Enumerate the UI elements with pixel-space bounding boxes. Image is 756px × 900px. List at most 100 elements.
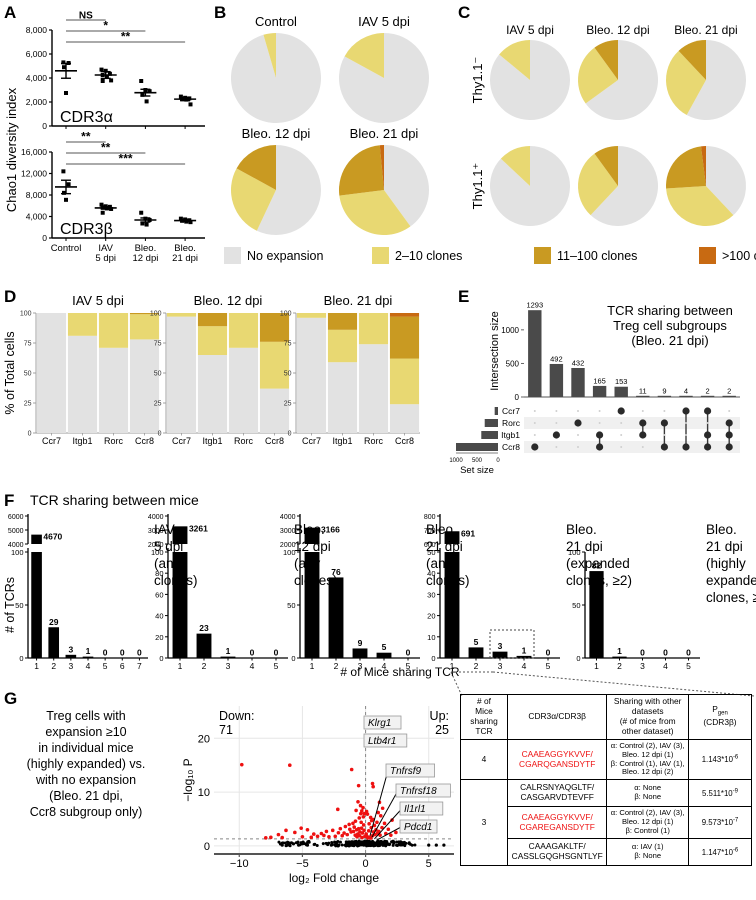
svg-text:# of TCRs: # of TCRs [3, 577, 17, 633]
svg-text:Tnfrsf18: Tnfrsf18 [400, 786, 437, 797]
svg-text:153: 153 [615, 377, 628, 386]
svg-text:Ccr8: Ccr8 [395, 436, 414, 446]
pgen-cell: 9.573*10-7 [689, 807, 752, 839]
svg-text:Klrg1: Klrg1 [368, 718, 391, 729]
svg-text:−log₁₀ P: −log₁₀ P [181, 758, 195, 801]
svg-text:1: 1 [226, 646, 231, 656]
svg-text:0: 0 [546, 648, 551, 658]
svg-text:12,000: 12,000 [21, 169, 47, 179]
svg-text:20: 20 [198, 733, 210, 745]
svg-text:80: 80 [155, 569, 163, 578]
svg-text:0: 0 [103, 648, 108, 658]
svg-text:Ccr8: Ccr8 [265, 436, 284, 446]
svg-text:Bleo. 21 dpi: Bleo. 21 dpi [324, 293, 393, 308]
svg-text:0: 0 [204, 841, 210, 853]
svg-text:IAV 5 dpi: IAV 5 dpi [72, 293, 124, 308]
pgen-value: 1.143*10-6 [702, 755, 739, 764]
panel-g-caption-line: (Bleo. 21 dpi, [6, 788, 166, 804]
svg-text:21 dpi: 21 dpi [172, 253, 198, 264]
svg-text:Tnfrsf9: Tnfrsf9 [390, 766, 422, 777]
svg-text:Chao1 diversity index: Chao1 diversity index [4, 87, 19, 212]
svg-text:Down:: Down: [219, 709, 254, 723]
svg-text:Bleo. 21 dpi: Bleo. 21 dpi [350, 126, 419, 141]
svg-text:1: 1 [522, 645, 527, 655]
svg-text:5: 5 [474, 637, 479, 647]
svg-text:1: 1 [86, 646, 91, 656]
svg-text:2: 2 [51, 661, 56, 671]
svg-text:Ccr8: Ccr8 [135, 436, 154, 446]
svg-text:Ccr8: Ccr8 [502, 442, 520, 452]
svg-text:Ccr7: Ccr7 [302, 436, 321, 446]
svg-text:NS: NS [79, 11, 93, 22]
svg-text:0: 0 [288, 431, 292, 438]
svg-text:6,000: 6,000 [26, 49, 48, 59]
tcr-detail-table: # of Mice sharing TCR CDR3α/CDR3β Sharing wit… [460, 694, 752, 866]
svg-text:75: 75 [24, 341, 32, 348]
svg-text:**: ** [81, 130, 91, 144]
svg-text:Ccr7: Ccr7 [172, 436, 191, 446]
svg-text:0: 0 [431, 654, 435, 663]
svg-text:IAV 5 dpi: IAV 5 dpi [358, 14, 410, 29]
svg-text:50: 50 [154, 371, 162, 378]
svg-text:1: 1 [34, 661, 39, 671]
sharing-cell: α: Control (2), IAV (3), Bleo. 12 dpi (1)… [607, 807, 689, 839]
svg-text:−5: −5 [296, 858, 309, 870]
svg-text:4000: 4000 [280, 514, 296, 521]
table-header-cell: Sharing with other datasets (# of mice fro… [607, 695, 689, 740]
svg-text:25: 25 [284, 401, 292, 408]
svg-text:100: 100 [280, 311, 292, 318]
cdr3-sequence-cell: CALRSNYAQGLTF/CASGARVDTEVFF [508, 780, 607, 807]
svg-text:0: 0 [640, 648, 645, 658]
svg-text:165: 165 [593, 376, 606, 385]
svg-text:12 dpi: 12 dpi [132, 253, 158, 264]
svg-text:20: 20 [155, 633, 163, 642]
panel-g-caption-line: expansion ≥10 [6, 724, 166, 740]
panel-f-label: F [4, 492, 14, 511]
svg-text:Rorc: Rorc [104, 436, 124, 446]
svg-text:0: 0 [42, 233, 47, 243]
panel-g-caption-line: in individual mice [6, 740, 166, 756]
svg-text:1: 1 [617, 646, 622, 656]
svg-text:Bleo.: Bleo. [566, 522, 597, 537]
svg-text:2,000: 2,000 [26, 97, 48, 107]
svg-text:30: 30 [427, 590, 435, 599]
table-header-cell: Pgen (CDR3β) [689, 695, 752, 740]
pgen-value: 5.511*10-9 [702, 789, 738, 798]
svg-text:10: 10 [198, 787, 210, 799]
svg-text:11: 11 [639, 386, 647, 395]
panel-g-label: G [4, 690, 17, 709]
svg-text:CDR3β: CDR3β [60, 221, 113, 238]
svg-text:50: 50 [24, 371, 32, 378]
svg-text:5 dpi: 5 dpi [95, 253, 116, 264]
svg-text:0: 0 [158, 431, 162, 438]
svg-text:3: 3 [68, 644, 73, 654]
svg-text:0: 0 [250, 648, 255, 658]
svg-text:Il1rl1: Il1rl1 [404, 804, 426, 815]
svg-text:5: 5 [274, 661, 279, 671]
svg-text:40: 40 [155, 612, 163, 621]
svg-text:50: 50 [572, 601, 580, 610]
cdr3-line: CGAREGANSDYTF [510, 823, 604, 833]
mice-count-cell: 4 [461, 739, 508, 780]
svg-text:1000: 1000 [449, 458, 463, 464]
panel-f-bars: 050100400050006000467012923314050607IAV5… [0, 510, 756, 685]
clone-size-legend: No expansion 2–10 clones 11–100 clones >100… [214, 243, 756, 269]
svg-text:IAV 5 dpi: IAV 5 dpi [506, 23, 554, 37]
svg-text:29: 29 [49, 617, 59, 627]
svg-text:0: 0 [406, 648, 411, 658]
svg-text:5: 5 [426, 858, 432, 870]
svg-text:Set size: Set size [460, 465, 494, 476]
svg-text:3166: 3166 [321, 525, 340, 535]
svg-text:3000: 3000 [148, 528, 164, 535]
svg-text:0: 0 [137, 648, 142, 658]
sharing-cell: α: None β: None [607, 780, 689, 807]
svg-text:Intersection size: Intersection size [489, 311, 501, 390]
svg-text:5: 5 [382, 642, 387, 652]
cdr3-sequence-cell: CAAAGAKLTF/CASSLGQGHSGNTLYF [508, 839, 607, 866]
svg-text:Itgb1: Itgb1 [72, 436, 92, 446]
svg-text:600: 600 [424, 542, 436, 549]
svg-text:**: ** [101, 141, 111, 155]
panel-b-pies: Control IAV 5 dpiBleo. 12 dpi Bleo. 21 dpi [214, 0, 454, 240]
svg-text:4: 4 [250, 661, 255, 671]
svg-text:3: 3 [226, 661, 231, 671]
